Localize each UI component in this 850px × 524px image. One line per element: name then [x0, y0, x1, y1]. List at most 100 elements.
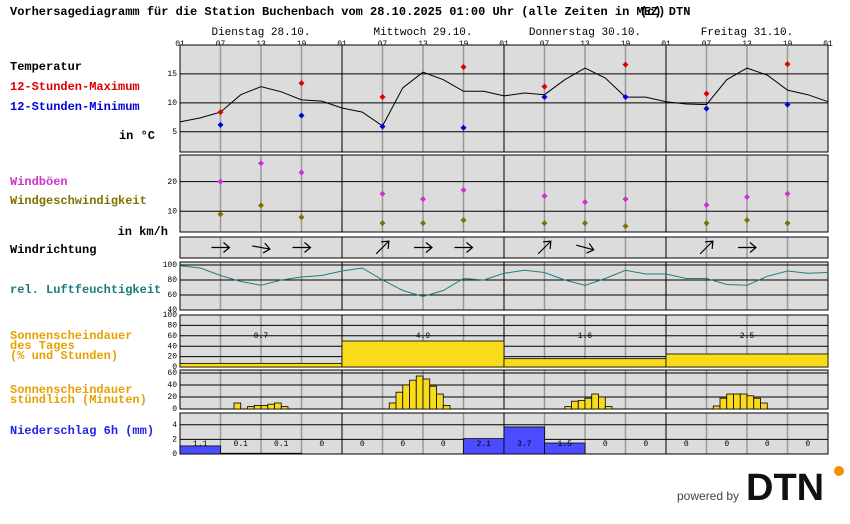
- y-tick-label: 15: [167, 70, 177, 79]
- marker: [379, 94, 386, 101]
- marker: [298, 112, 305, 119]
- marker: [258, 202, 264, 209]
- marker: [784, 101, 791, 108]
- bar-label: 0: [805, 440, 810, 449]
- bar: [341, 340, 505, 368]
- marker: [298, 214, 305, 221]
- wind-arrow: [375, 240, 390, 255]
- marker: [460, 186, 467, 193]
- marker: [217, 178, 224, 185]
- y-tick-label: 20: [167, 353, 177, 362]
- bar: [415, 375, 424, 410]
- bar-label: 0: [765, 440, 770, 449]
- y-tick-label: 4: [172, 421, 177, 430]
- panel-title: Windrichtung: [10, 243, 96, 257]
- wind-arrow: [414, 242, 433, 253]
- marker: [217, 121, 224, 128]
- bar: [402, 384, 410, 410]
- marker: [784, 220, 791, 227]
- bar: [260, 404, 269, 410]
- panel-border: [179, 369, 829, 410]
- marker: [217, 109, 224, 116]
- bar: [429, 385, 437, 410]
- bar: [746, 395, 755, 410]
- wind-arrow: [738, 242, 757, 253]
- bar: [253, 404, 262, 410]
- y-tick-label: 60: [167, 332, 177, 341]
- y-axis-label: in km/h: [118, 225, 168, 239]
- bar: [733, 393, 741, 410]
- marker: [298, 80, 305, 87]
- marker: [217, 211, 224, 218]
- y-tick-label: 40: [167, 381, 177, 390]
- bar-label: 2.5: [740, 332, 755, 341]
- marker: [744, 194, 750, 201]
- bar: [665, 353, 829, 368]
- marker: [703, 90, 710, 97]
- marker: [622, 61, 629, 68]
- marker: [622, 223, 629, 230]
- bar: [604, 406, 613, 410]
- y-tick-label: 100: [163, 261, 178, 270]
- wind-arrow: [537, 240, 552, 255]
- y-tick-label: 0: [172, 405, 177, 414]
- marker: [541, 94, 548, 101]
- wind-arrow: [699, 240, 714, 255]
- legend-label: 12-Stunden-Maximum: [10, 80, 140, 94]
- marker: [258, 160, 264, 167]
- bar-label: 0: [603, 440, 608, 449]
- bar-label: 0: [724, 440, 729, 449]
- day-label: Freitag 31.10.: [701, 27, 793, 39]
- y-tick-label: 100: [163, 311, 178, 320]
- line: [179, 67, 829, 127]
- wind-arrow: [292, 242, 312, 253]
- legend-label: 12-Stunden-Minimum: [10, 100, 140, 114]
- marker: [541, 192, 548, 199]
- day-label: Mittwoch 29.10.: [373, 27, 472, 39]
- marker: [460, 63, 467, 70]
- bar-label: 0.7: [254, 332, 269, 341]
- bar: [388, 402, 397, 410]
- bar-label: 1.6: [578, 332, 593, 341]
- bar-label: 1.5: [558, 440, 573, 449]
- y-tick-label: 20: [167, 178, 177, 187]
- y-tick-label: 5: [172, 128, 177, 137]
- marker: [379, 190, 386, 197]
- bar: [247, 406, 255, 410]
- marker: [703, 202, 710, 209]
- bar-label: 2.1: [477, 440, 492, 449]
- wind-arrow: [454, 242, 474, 253]
- bar: [179, 362, 343, 368]
- marker: [379, 220, 386, 227]
- line: [179, 265, 829, 298]
- bar-label: 0: [643, 440, 648, 449]
- day-label: Dienstag 28.10.: [211, 27, 310, 39]
- bar: [719, 397, 728, 410]
- bar-label: 0: [319, 440, 324, 449]
- marker: [784, 190, 791, 197]
- panel-title: Sonnenscheindauer: [10, 383, 132, 397]
- bar-label: 0: [441, 440, 446, 449]
- y-tick-label: 0: [172, 363, 177, 372]
- bar: [577, 400, 586, 410]
- bar-label: 0: [360, 440, 365, 449]
- bar: [395, 391, 404, 410]
- bar: [598, 396, 606, 410]
- y-tick-label: 40: [167, 306, 177, 315]
- bar: [564, 406, 572, 410]
- marker: [298, 169, 305, 176]
- y-axis-label: in °C: [119, 129, 155, 143]
- panel-title: (% und Stunden): [10, 349, 118, 363]
- panel-title: rel. Luftfeuchtigkeit: [10, 283, 161, 297]
- bar: [760, 402, 768, 410]
- bar: [503, 426, 545, 455]
- legend-label: Windböen: [10, 175, 68, 189]
- marker: [784, 61, 791, 68]
- wind-arrow: [252, 242, 271, 254]
- panel-title: Sonnenscheindauer: [10, 329, 132, 343]
- y-tick-label: 10: [167, 99, 177, 108]
- marker: [582, 220, 588, 227]
- bar: [571, 400, 579, 410]
- bar: [409, 379, 417, 410]
